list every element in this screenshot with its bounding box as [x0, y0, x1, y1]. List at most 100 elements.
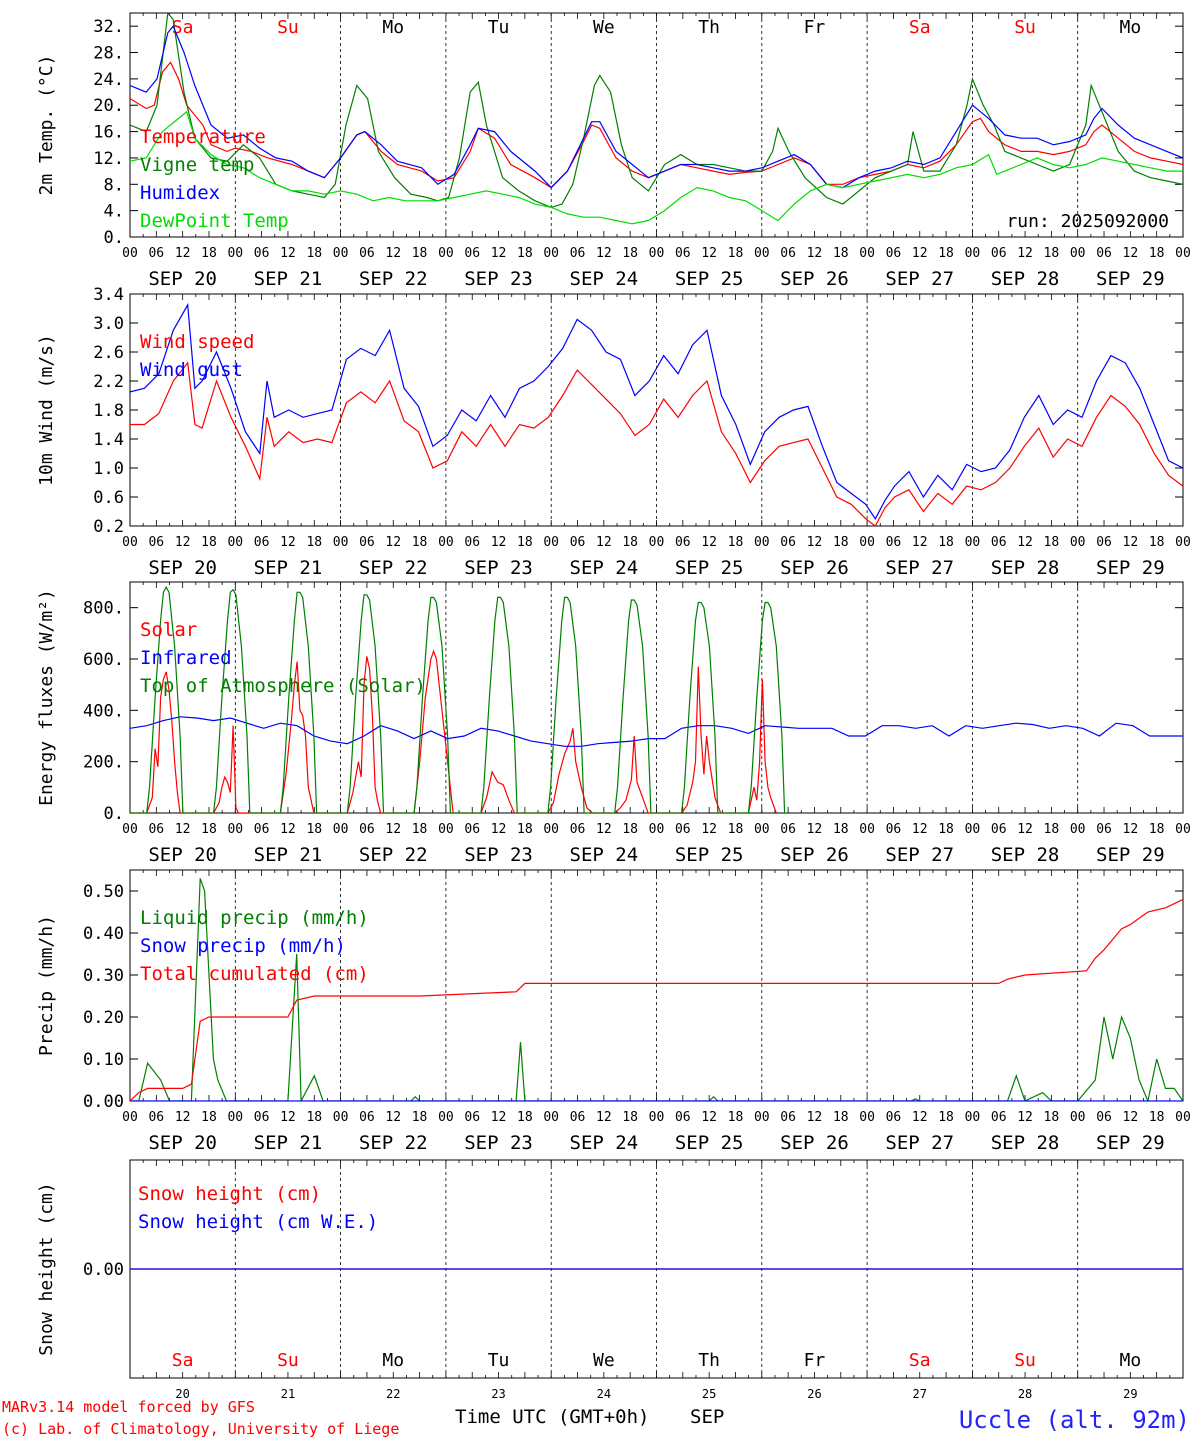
- hour-tick-label: 18: [622, 822, 638, 837]
- hour-tick-label: 18: [201, 246, 217, 261]
- date-label: SEP 28: [991, 1132, 1060, 1154]
- hour-tick-label: 06: [359, 822, 375, 837]
- hour-tick-label: 06: [886, 822, 902, 837]
- hour-tick-label: 06: [675, 1110, 691, 1125]
- hour-tick-label: 18: [1044, 246, 1060, 261]
- hour-tick-label: 18: [517, 535, 533, 550]
- date-label: SEP 28: [991, 844, 1060, 866]
- hour-tick-label: 12: [491, 822, 507, 837]
- date-label: SEP 20: [148, 844, 217, 866]
- y-axis-label: Precip (mm/h): [36, 915, 57, 1056]
- y-tick-label: 32.: [93, 17, 124, 37]
- y-tick-label: 0.: [104, 228, 124, 248]
- series-line-temperature: [130, 61, 1183, 189]
- hour-tick-label: 18: [1149, 535, 1165, 550]
- hour-tick-label: 12: [385, 535, 401, 550]
- date-label: SEP 23: [464, 1132, 533, 1154]
- hour-tick-label: 00: [543, 535, 559, 550]
- y-tick-label: 0.00: [83, 1092, 124, 1112]
- month-label: SEP: [690, 1406, 724, 1428]
- hour-tick-label: 18: [412, 535, 428, 550]
- day-name-label: Fr: [804, 1350, 826, 1371]
- day-number-label: 21: [281, 1387, 295, 1401]
- y-tick-label: 3.4: [93, 285, 124, 305]
- hour-tick-label: 18: [412, 1110, 428, 1125]
- hour-tick-label: 00: [965, 822, 981, 837]
- hour-tick-label: 06: [1096, 246, 1112, 261]
- hour-tick-label: 06: [570, 822, 586, 837]
- hour-tick-label: 12: [385, 1110, 401, 1125]
- legend-entry: Wind speed: [140, 331, 254, 353]
- hour-tick-label: 12: [280, 246, 296, 261]
- legend-entry: Wind gust: [140, 359, 243, 381]
- hour-tick-label: 18: [728, 535, 744, 550]
- day-number-label: 27: [913, 1387, 927, 1401]
- hour-tick-label: 00: [1070, 535, 1086, 550]
- date-label: SEP 25: [675, 557, 744, 579]
- hour-tick-label: 06: [570, 1110, 586, 1125]
- y-axis-label: Energy fluxes (W/m²): [36, 589, 57, 806]
- hour-tick-label: 18: [1149, 822, 1165, 837]
- series-line-liquid-precip-mm-h: [130, 878, 1183, 1101]
- day-name-label: Tu: [488, 1350, 510, 1371]
- day-name-label: Su: [277, 1350, 299, 1371]
- hour-tick-label: 18: [833, 1110, 849, 1125]
- hour-tick-label: 12: [912, 535, 928, 550]
- hour-tick-label: 06: [148, 246, 164, 261]
- panel-5: 0.00 Snow height (cm) Sa Su Mo Tu We Th Fr Sa Su Mo…: [36, 1159, 1184, 1401]
- hour-tick-label: 00: [754, 246, 770, 261]
- hour-tick-label: 18: [833, 822, 849, 837]
- hour-tick-label: 18: [938, 535, 954, 550]
- hour-tick-label: 18: [517, 246, 533, 261]
- series-line-humidex: [130, 25, 1183, 189]
- hour-tick-label: 18: [622, 535, 638, 550]
- date-label: SEP 22: [359, 268, 428, 290]
- legend-entry: Temperature: [140, 126, 266, 148]
- date-label: SEP 26: [780, 268, 849, 290]
- hour-tick-label: 06: [886, 246, 902, 261]
- y-tick-label: 2.6: [93, 343, 124, 363]
- hour-tick-label: 18: [306, 246, 322, 261]
- hour-tick-label: 06: [464, 535, 480, 550]
- date-label: SEP 20: [148, 1132, 217, 1154]
- hour-tick-label: 00: [333, 1110, 349, 1125]
- hour-tick-label: 12: [175, 822, 191, 837]
- hour-tick-label: 18: [622, 246, 638, 261]
- hour-tick-label: 12: [1017, 246, 1033, 261]
- hour-tick-label: 06: [1096, 1110, 1112, 1125]
- hour-tick-label: 06: [991, 1110, 1007, 1125]
- hour-tick-label: 12: [596, 246, 612, 261]
- date-label: SEP 23: [464, 268, 533, 290]
- hour-tick-label: 06: [675, 535, 691, 550]
- day-name-label: We: [593, 1350, 615, 1371]
- hour-tick-label: 12: [596, 1110, 612, 1125]
- hour-tick-label: 00: [227, 246, 243, 261]
- date-label: SEP 24: [570, 268, 639, 290]
- series-line-wind-speed: [130, 361, 1183, 526]
- date-label: SEP 27: [885, 268, 954, 290]
- legend-entry: Snow precip (mm/h): [140, 935, 346, 957]
- hour-tick-label: 00: [649, 535, 665, 550]
- hour-tick-label: 18: [728, 246, 744, 261]
- legend-entry: Humidex: [140, 182, 220, 204]
- day-name-label: We: [593, 17, 615, 38]
- hour-tick-label: 06: [359, 246, 375, 261]
- hour-tick-label: 12: [807, 1110, 823, 1125]
- date-label: SEP 20: [148, 268, 217, 290]
- date-label: SEP 29: [1096, 1132, 1165, 1154]
- y-tick-label: 600.: [83, 650, 124, 670]
- legend-entry: Top of Atmosphere (Solar): [140, 675, 426, 697]
- date-label: SEP 21: [254, 557, 323, 579]
- hour-tick-label: 12: [701, 246, 717, 261]
- date-label: SEP 28: [991, 268, 1060, 290]
- y-tick-label: 0.: [104, 804, 124, 824]
- hour-tick-label: 00: [227, 1110, 243, 1125]
- hour-tick-label: 00: [438, 1110, 454, 1125]
- hour-tick-label: 06: [991, 246, 1007, 261]
- hour-tick-label: 12: [280, 822, 296, 837]
- hour-tick-label: 18: [622, 1110, 638, 1125]
- hour-tick-label: 06: [148, 822, 164, 837]
- date-label: SEP 25: [675, 844, 744, 866]
- hour-tick-label: 00: [122, 535, 138, 550]
- station-label: Uccle (alt. 92m): [959, 1406, 1190, 1434]
